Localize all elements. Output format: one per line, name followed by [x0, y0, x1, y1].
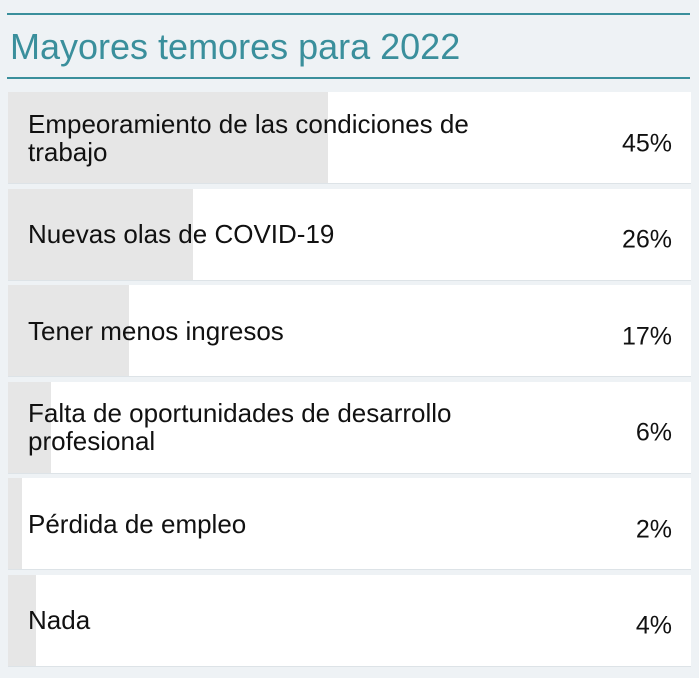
bar-row: Tener menos ingresos 17% — [8, 285, 691, 377]
bar-label: Nuevas olas de COVID-19 — [28, 219, 335, 249]
bar-row: Pérdida de empleo 2% — [8, 478, 691, 570]
bar-row: Nada 4% — [8, 574, 691, 667]
bar-label: Empeoramiento de las condiciones de trab… — [28, 108, 469, 167]
bar-label: Pérdida de empleo — [28, 508, 247, 539]
bar-label: Tener menos ingresos — [28, 315, 284, 346]
bar — [8, 381, 51, 473]
bar — [8, 92, 328, 183]
bar-row: Nuevas olas de COVID-19 26% — [8, 188, 691, 281]
bar-row: Empeoramiento de las condiciones de trab… — [8, 92, 691, 184]
bar — [8, 285, 129, 376]
bar — [8, 574, 36, 666]
bar-row: Falta de oportunidades de desarrollo pro… — [8, 381, 691, 474]
bar — [8, 478, 22, 569]
bar-value-label: 17% — [621, 321, 672, 350]
bar-value-label: 4% — [635, 611, 672, 640]
bar-label: Falta de oportunidades de desarrollo pro… — [28, 398, 452, 456]
chart-header: Mayores temores para 2022 — [7, 13, 690, 79]
bar-value-label: 26% — [621, 225, 672, 254]
bar — [8, 188, 193, 280]
bar-label: Nada — [28, 605, 91, 635]
bar-value-label: 6% — [635, 418, 672, 447]
bar-value-label: 2% — [635, 514, 672, 543]
chart-rows: Empeoramiento de las condiciones de trab… — [8, 92, 691, 671]
bar-value-label: 45% — [621, 128, 672, 157]
chart-title: Mayores temores para 2022 — [10, 26, 461, 67]
